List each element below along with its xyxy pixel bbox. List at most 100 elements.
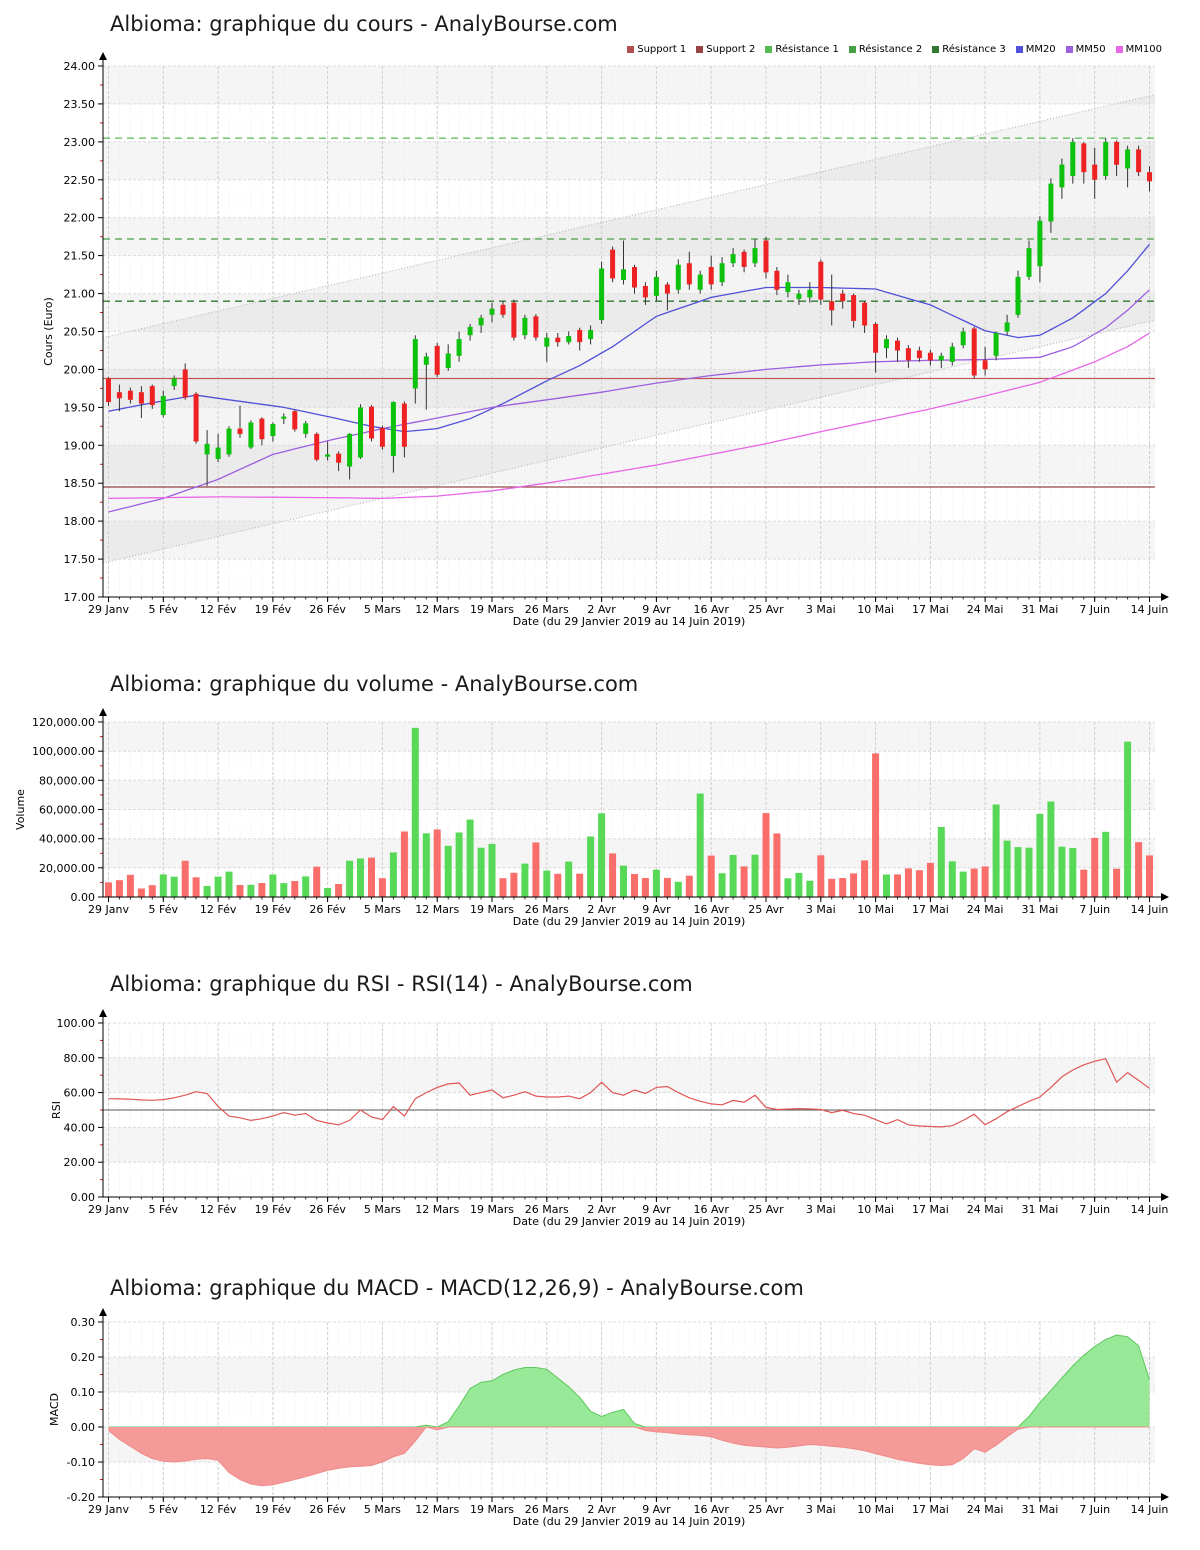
- svg-text:5 Fév: 5 Fév: [149, 903, 179, 916]
- legend-label: Support 2: [706, 44, 756, 55]
- legend-label: MM20: [1025, 44, 1056, 55]
- svg-text:12 Fév: 12 Fév: [200, 603, 237, 616]
- svg-text:-0.10: -0.10: [67, 1456, 95, 1469]
- svg-text:17.00: 17.00: [64, 591, 96, 604]
- svg-text:60.00: 60.00: [64, 1087, 96, 1100]
- svg-text:16 Avr: 16 Avr: [693, 603, 729, 616]
- svg-text:5 Fév: 5 Fév: [149, 603, 179, 616]
- svg-text:5 Fév: 5 Fév: [149, 1503, 179, 1516]
- svg-text:18.00: 18.00: [64, 515, 96, 528]
- svg-text:120,000.00: 120,000.00: [32, 716, 95, 729]
- svg-text:26 Fév: 26 Fév: [309, 1203, 346, 1216]
- svg-text:12 Fév: 12 Fév: [200, 1203, 237, 1216]
- svg-text:3 Mai: 3 Mai: [806, 603, 836, 616]
- svg-text:Cours (Euro): Cours (Euro): [42, 297, 55, 366]
- cours-chart-title: Albioma: graphique du cours - AnalyBours…: [110, 12, 618, 36]
- svg-text:-0.20: -0.20: [67, 1491, 95, 1504]
- legend-label: Résistance 1: [775, 44, 839, 55]
- svg-text:10 Mai: 10 Mai: [857, 603, 894, 616]
- svg-text:31 Mai: 31 Mai: [1022, 603, 1059, 616]
- svg-text:7 Juin: 7 Juin: [1079, 903, 1110, 916]
- svg-text:25 Avr: 25 Avr: [748, 903, 784, 916]
- svg-text:24 Mai: 24 Mai: [967, 1203, 1004, 1216]
- svg-text:31 Mai: 31 Mai: [1022, 903, 1059, 916]
- svg-text:23.00: 23.00: [64, 136, 96, 149]
- macd-x-axis-caption: Date (du 29 Janvier 2019 au 14 Juin 2019…: [512, 1515, 746, 1528]
- svg-text:26 Mars: 26 Mars: [525, 903, 569, 916]
- svg-text:7 Juin: 7 Juin: [1079, 1203, 1110, 1216]
- svg-text:9 Avr: 9 Avr: [642, 1503, 671, 1516]
- svg-text:29 Janv: 29 Janv: [88, 1203, 129, 1216]
- svg-text:19 Fév: 19 Fév: [255, 1503, 292, 1516]
- legend-item-r-sistance-1: Résistance 1: [765, 44, 839, 55]
- svg-text:29 Janv: 29 Janv: [88, 1503, 129, 1516]
- svg-text:10 Mai: 10 Mai: [857, 903, 894, 916]
- svg-text:26 Fév: 26 Fév: [309, 903, 346, 916]
- svg-text:60,000.00: 60,000.00: [39, 804, 95, 817]
- svg-text:5 Mars: 5 Mars: [364, 903, 401, 916]
- svg-text:10 Mai: 10 Mai: [857, 1503, 894, 1516]
- svg-text:24 Mai: 24 Mai: [967, 903, 1004, 916]
- svg-text:10 Mai: 10 Mai: [857, 1203, 894, 1216]
- svg-text:18.50: 18.50: [64, 477, 96, 490]
- macd-plot: -0.20 -0.10 0.00 0.10 0.20 0.30 29 Janv 5 Fév 12…: [48, 1308, 1169, 1516]
- legend-swatch-icon: [1015, 46, 1023, 53]
- svg-text:3 Mai: 3 Mai: [806, 903, 836, 916]
- svg-text:17 Mai: 17 Mai: [912, 1203, 949, 1216]
- svg-text:19 Mars: 19 Mars: [470, 603, 514, 616]
- svg-text:Volume: Volume: [14, 789, 27, 830]
- svg-text:MACD: MACD: [48, 1393, 61, 1426]
- svg-text:14 Juin: 14 Juin: [1131, 1203, 1169, 1216]
- svg-text:12 Fév: 12 Fév: [200, 903, 237, 916]
- legend-swatch-icon: [1115, 46, 1123, 53]
- macd-chart-title: Albioma: graphique du MACD - MACD(12,26,…: [110, 1276, 804, 1300]
- svg-text:80,000.00: 80,000.00: [39, 774, 95, 787]
- svg-text:24 Mai: 24 Mai: [967, 1503, 1004, 1516]
- svg-text:19.00: 19.00: [64, 439, 96, 452]
- svg-text:14 Juin: 14 Juin: [1131, 1503, 1169, 1516]
- svg-text:23.50: 23.50: [64, 98, 96, 111]
- svg-text:12 Mars: 12 Mars: [415, 1503, 459, 1516]
- svg-text:17 Mai: 17 Mai: [912, 903, 949, 916]
- svg-text:0.00: 0.00: [71, 891, 96, 904]
- legend-swatch-icon: [932, 46, 940, 53]
- svg-text:26 Fév: 26 Fév: [309, 1503, 346, 1516]
- legend-item-support-2: Support 2: [696, 44, 755, 55]
- rsi-plot: 0.00 20.00 40.00 60.00 80.00 100.00 29 Janv 5 F…: [50, 1009, 1169, 1216]
- svg-text:31 Mai: 31 Mai: [1022, 1203, 1059, 1216]
- legend-label: Résistance 3: [942, 44, 1006, 55]
- svg-text:14 Juin: 14 Juin: [1131, 603, 1169, 616]
- svg-text:7 Juin: 7 Juin: [1079, 603, 1110, 616]
- svg-text:29 Janv: 29 Janv: [88, 603, 129, 616]
- svg-text:3 Mai: 3 Mai: [806, 1503, 836, 1516]
- svg-text:5 Fév: 5 Fév: [149, 1203, 179, 1216]
- legend-swatch-icon: [1065, 46, 1073, 53]
- legend-item-mm20: MM20: [1015, 44, 1056, 55]
- svg-text:20.00: 20.00: [64, 363, 96, 376]
- svg-text:22.50: 22.50: [64, 174, 96, 187]
- svg-text:0.20: 0.20: [71, 1351, 96, 1364]
- svg-text:40.00: 40.00: [64, 1121, 96, 1134]
- svg-text:19 Mars: 19 Mars: [470, 1503, 514, 1516]
- svg-text:26 Mars: 26 Mars: [525, 1503, 569, 1516]
- svg-text:17 Mai: 17 Mai: [912, 1503, 949, 1516]
- svg-text:21.50: 21.50: [64, 250, 96, 263]
- svg-text:26 Mars: 26 Mars: [525, 1203, 569, 1216]
- svg-text:16 Avr: 16 Avr: [693, 903, 729, 916]
- svg-text:31 Mai: 31 Mai: [1022, 1503, 1059, 1516]
- svg-text:26 Mars: 26 Mars: [525, 603, 569, 616]
- svg-text:9 Avr: 9 Avr: [642, 1203, 671, 1216]
- svg-text:19 Mars: 19 Mars: [470, 903, 514, 916]
- svg-text:21.00: 21.00: [64, 288, 96, 301]
- svg-text:12 Mars: 12 Mars: [415, 1203, 459, 1216]
- svg-text:2 Avr: 2 Avr: [587, 1503, 616, 1516]
- svg-text:25 Avr: 25 Avr: [748, 1503, 784, 1516]
- svg-text:14 Juin: 14 Juin: [1131, 903, 1169, 916]
- svg-text:17.50: 17.50: [64, 553, 96, 566]
- svg-text:24 Mai: 24 Mai: [967, 603, 1004, 616]
- legend-swatch-icon: [627, 46, 635, 53]
- legend-item-mm50: MM50: [1065, 44, 1106, 55]
- legend-item-support-1: Support 1: [627, 44, 686, 55]
